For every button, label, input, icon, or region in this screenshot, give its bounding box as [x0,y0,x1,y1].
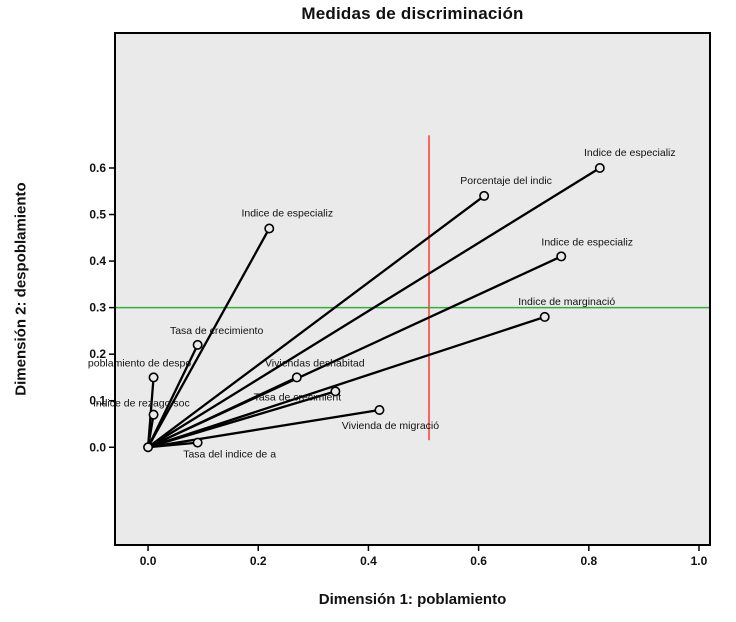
point-label: Tasa de crecimiento [170,325,264,337]
discrimination-line [146,441,199,449]
y-tick-label: 0.5 [89,208,106,222]
x-tick-label: 0.0 [140,554,157,568]
data-point [556,251,567,262]
plot-area [115,33,710,545]
y-tick-label: 0.4 [89,254,106,268]
x-tick-label: 0.8 [580,554,597,568]
discrimination-line [146,194,486,449]
data-point [264,223,275,234]
point-label: Porcentaje del indic [460,175,552,187]
y-tick-label: 0.2 [89,347,106,361]
y-axis-label: Dimensión 2: despoblamiento [12,182,30,396]
data-point [148,372,159,383]
point-label: Viviendas deshabitad [265,357,365,369]
y-tick-label: 0.6 [89,161,106,175]
discrimination-line [146,408,381,449]
x-tick-label: 1.0 [691,554,708,568]
point-label: Indice de especializ [241,207,333,219]
data-point [374,405,385,416]
data-point [594,162,605,173]
point-label: Vivienda de migració [342,420,439,432]
y-tick-label: 0.1 [89,394,106,408]
point-label: Indice de especializ [541,236,633,248]
data-point [192,437,203,448]
x-tick-label: 0.6 [470,554,487,568]
data-point [143,442,154,453]
discrimination-line [146,390,337,449]
plot-frame [114,32,711,546]
data-point [479,190,490,201]
y-tick-label: 0.0 [89,440,106,454]
discrimination-line [146,227,271,449]
data-point [148,409,159,420]
point-label: Indice de especializ [584,147,676,159]
data-point [192,339,203,350]
point-label: poblamiento de despo [88,357,191,369]
discrimination-line [146,166,601,449]
x-axis-label: Dimensión 1: poblamiento [318,591,507,608]
data-point [539,311,550,322]
discrimination-line [146,376,298,449]
x-tick-label: 0.4 [360,554,377,568]
chart-title: Medidas de discriminación [301,4,524,23]
y-tick-label: 0.3 [89,301,106,315]
x-tick-label: 0.2 [250,554,267,568]
discrimination-line [146,315,546,449]
point-label: Tasa del indice de a [183,449,276,461]
discrimination-line [146,343,199,449]
discrimination-line [146,413,155,449]
point-label: Tasa de crecimient [254,391,342,403]
point-label: indice de rezago soc [93,398,189,410]
point-label: Indice de marginació [518,296,615,308]
data-point [330,386,341,397]
data-point [291,372,302,383]
